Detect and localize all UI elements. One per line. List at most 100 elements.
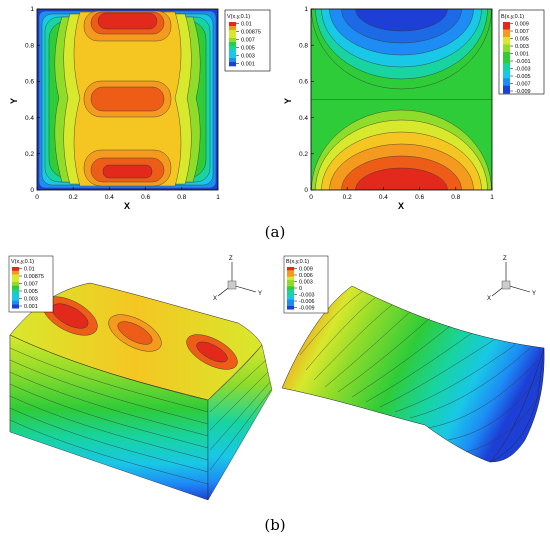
axes-triad: Z Y X <box>487 256 536 302</box>
legend-label: 0.009 <box>515 22 529 28</box>
legend-label: 0.006 <box>299 273 313 279</box>
legend-swatch <box>12 293 19 298</box>
legend-label: 0.01 <box>24 267 35 273</box>
triad-y: Y <box>258 291 262 297</box>
surface-contours-front <box>9 347 209 485</box>
legend-title: V(x,y,0.1) <box>227 14 250 20</box>
surface-underside <box>489 347 545 463</box>
y-tick-label: 0.4 <box>299 115 308 122</box>
legend-label: -0.003 <box>299 293 315 299</box>
legend-swatch <box>503 40 510 45</box>
legend-swatch <box>229 62 236 67</box>
legend-swatch <box>503 48 510 53</box>
legend-label: -0.001 <box>515 59 531 65</box>
x-tick-label: 0.6 <box>141 194 150 201</box>
legend-b: B(x,y,0.1) 0.0090.0070.0050.0030.001-0.0… <box>498 9 545 95</box>
contour-band <box>355 167 448 190</box>
axes-triad: Z Y X <box>213 256 262 302</box>
y-tick-label: 0.8 <box>25 42 34 49</box>
axis-ticks: 0 0.2 0.4 0.6 0.8 1 0 0.2 0.4 0.6 0.8 1 <box>25 6 220 201</box>
legend-swatch <box>12 274 19 279</box>
legend-swatch <box>503 70 510 75</box>
legend-swatch <box>12 300 19 305</box>
legend-swatch <box>287 286 294 291</box>
legend-label: 0.009 <box>299 267 313 273</box>
legend-swatch <box>287 283 294 287</box>
legend-label: 0.003 <box>299 280 313 286</box>
y-tick-label: 0.8 <box>299 42 308 49</box>
legend-swatch <box>503 59 510 64</box>
legend-swatch <box>287 289 294 294</box>
caption-a: (a) <box>265 223 286 241</box>
contour-band <box>355 9 448 32</box>
surface-plot-b: B(x,y,0.1) 0.0090.0060.0030-0.003-0.006-… <box>281 255 545 463</box>
surface-top <box>281 285 545 463</box>
x-tick-label: 0.8 <box>451 194 460 201</box>
y-tick-label: 0.2 <box>299 151 308 158</box>
legend-swatch <box>287 302 294 307</box>
legend-swatch <box>12 297 19 302</box>
legend-label: 0 <box>299 286 302 292</box>
legend-v: V(x,y,0.1) 0.01 0.00875 0.007 0.005 0.003 0.0… <box>224 9 271 72</box>
contour-fill-b <box>311 9 492 190</box>
legend-swatch <box>503 85 510 90</box>
y-tick-label: 1 <box>304 6 308 13</box>
legend-swatch <box>503 52 510 57</box>
legend-swatch <box>287 299 294 304</box>
legend-swatch <box>229 30 236 35</box>
legend-label: 0.001 <box>24 304 38 310</box>
legend-title: B(x,y,0.1) <box>501 14 524 20</box>
y-tick-label: 0 <box>304 187 308 194</box>
legend-swatch <box>12 289 19 294</box>
legend-swatch <box>503 67 510 72</box>
y-tick-label: 0 <box>30 187 34 194</box>
x-axis-label: X <box>124 201 130 211</box>
x-tick-label: 1 <box>490 194 494 201</box>
legend-swatch <box>503 74 510 79</box>
legend-swatch <box>229 50 236 55</box>
legend-swatch <box>503 63 510 68</box>
legend-label: 0.003 <box>515 44 529 50</box>
legend-swatch <box>229 46 236 51</box>
triad-z: Z <box>229 256 233 262</box>
legend-swatch <box>12 267 19 272</box>
legend-swatch <box>287 276 294 281</box>
legend-label: 0.00875 <box>24 274 44 280</box>
legend-label: 0.001 <box>241 62 255 68</box>
triad-x: X <box>487 296 491 302</box>
legend-label: 0.005 <box>24 289 38 295</box>
x-tick-label: 0.8 <box>177 194 186 201</box>
legend-swatch <box>229 58 236 63</box>
legend-label: -0.005 <box>515 74 531 80</box>
legend-swatch <box>229 54 236 59</box>
surface-contours <box>299 291 542 453</box>
legend-label: 0.001 <box>515 52 529 58</box>
legend-label: 0.005 <box>241 46 255 52</box>
y-tick-label: 0.2 <box>25 151 34 158</box>
x-tick-label: 1 <box>216 194 220 201</box>
y-axis-label: Y <box>283 98 293 104</box>
legend-swatch <box>287 293 294 297</box>
legend-label: -0.007 <box>515 82 531 88</box>
x-tick-label: 0.2 <box>343 194 352 201</box>
contour-plot-v: 0 0.2 0.4 0.6 0.8 1 0 0.2 0.4 0.6 0.8 1 X Y V(x,y,0… <box>9 6 271 211</box>
y-tick-label: 0.6 <box>299 79 308 86</box>
legend-swatch <box>503 44 510 49</box>
x-tick-label: 0.6 <box>415 194 424 201</box>
y-tick-label: 0.6 <box>25 79 34 86</box>
legend-label: 0.007 <box>241 38 255 44</box>
y-tick-label: 0.4 <box>25 115 34 122</box>
legend-swatch <box>229 26 236 31</box>
legend-label: 0.003 <box>24 297 38 303</box>
x-tick-label: 0 <box>35 194 39 201</box>
x-tick-label: 0 <box>309 194 313 201</box>
x-axis-label: X <box>398 201 404 211</box>
legend-swatch <box>503 29 510 34</box>
legend-swatch <box>503 82 510 87</box>
triad-x: X <box>213 296 217 302</box>
axis-ticks: 0 0.2 0.4 0.6 0.8 1 0 0.2 0.4 0.6 0.8 1 <box>299 6 494 201</box>
triad-z: Z <box>503 256 507 262</box>
legend-swatch <box>287 273 294 278</box>
y-axis-label: Y <box>9 98 19 104</box>
